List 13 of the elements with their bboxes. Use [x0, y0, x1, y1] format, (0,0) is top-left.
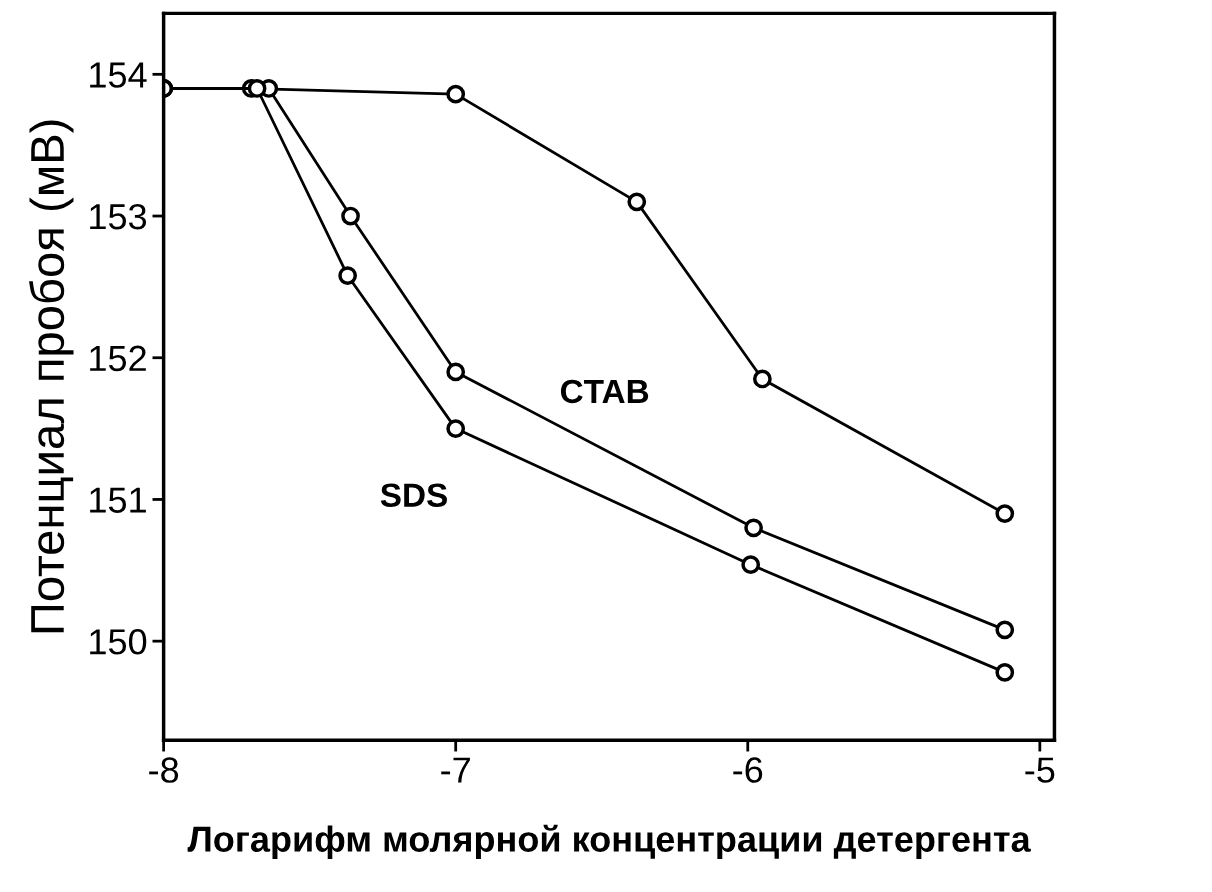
- x-axis-title: Логарифм молярной концентрации детергента: [187, 824, 1031, 860]
- y-tick-label: 150: [90, 629, 147, 655]
- y-tick-label: 154: [90, 62, 147, 88]
- y-tick-label: 151: [90, 487, 146, 513]
- series-label: CTAB: [560, 379, 649, 404]
- y-tick-label: 153: [90, 203, 147, 230]
- series-label: SDS: [380, 483, 447, 507]
- x-tick-label: -5: [1025, 757, 1055, 783]
- y-tick-label: 152: [90, 345, 146, 372]
- x-tick-label: -7: [441, 757, 470, 783]
- y-axis-title: Потенциал пробоя (мВ): [29, 120, 74, 633]
- x-tick-label: -8: [149, 757, 179, 783]
- x-tick-label: -6: [733, 757, 763, 783]
